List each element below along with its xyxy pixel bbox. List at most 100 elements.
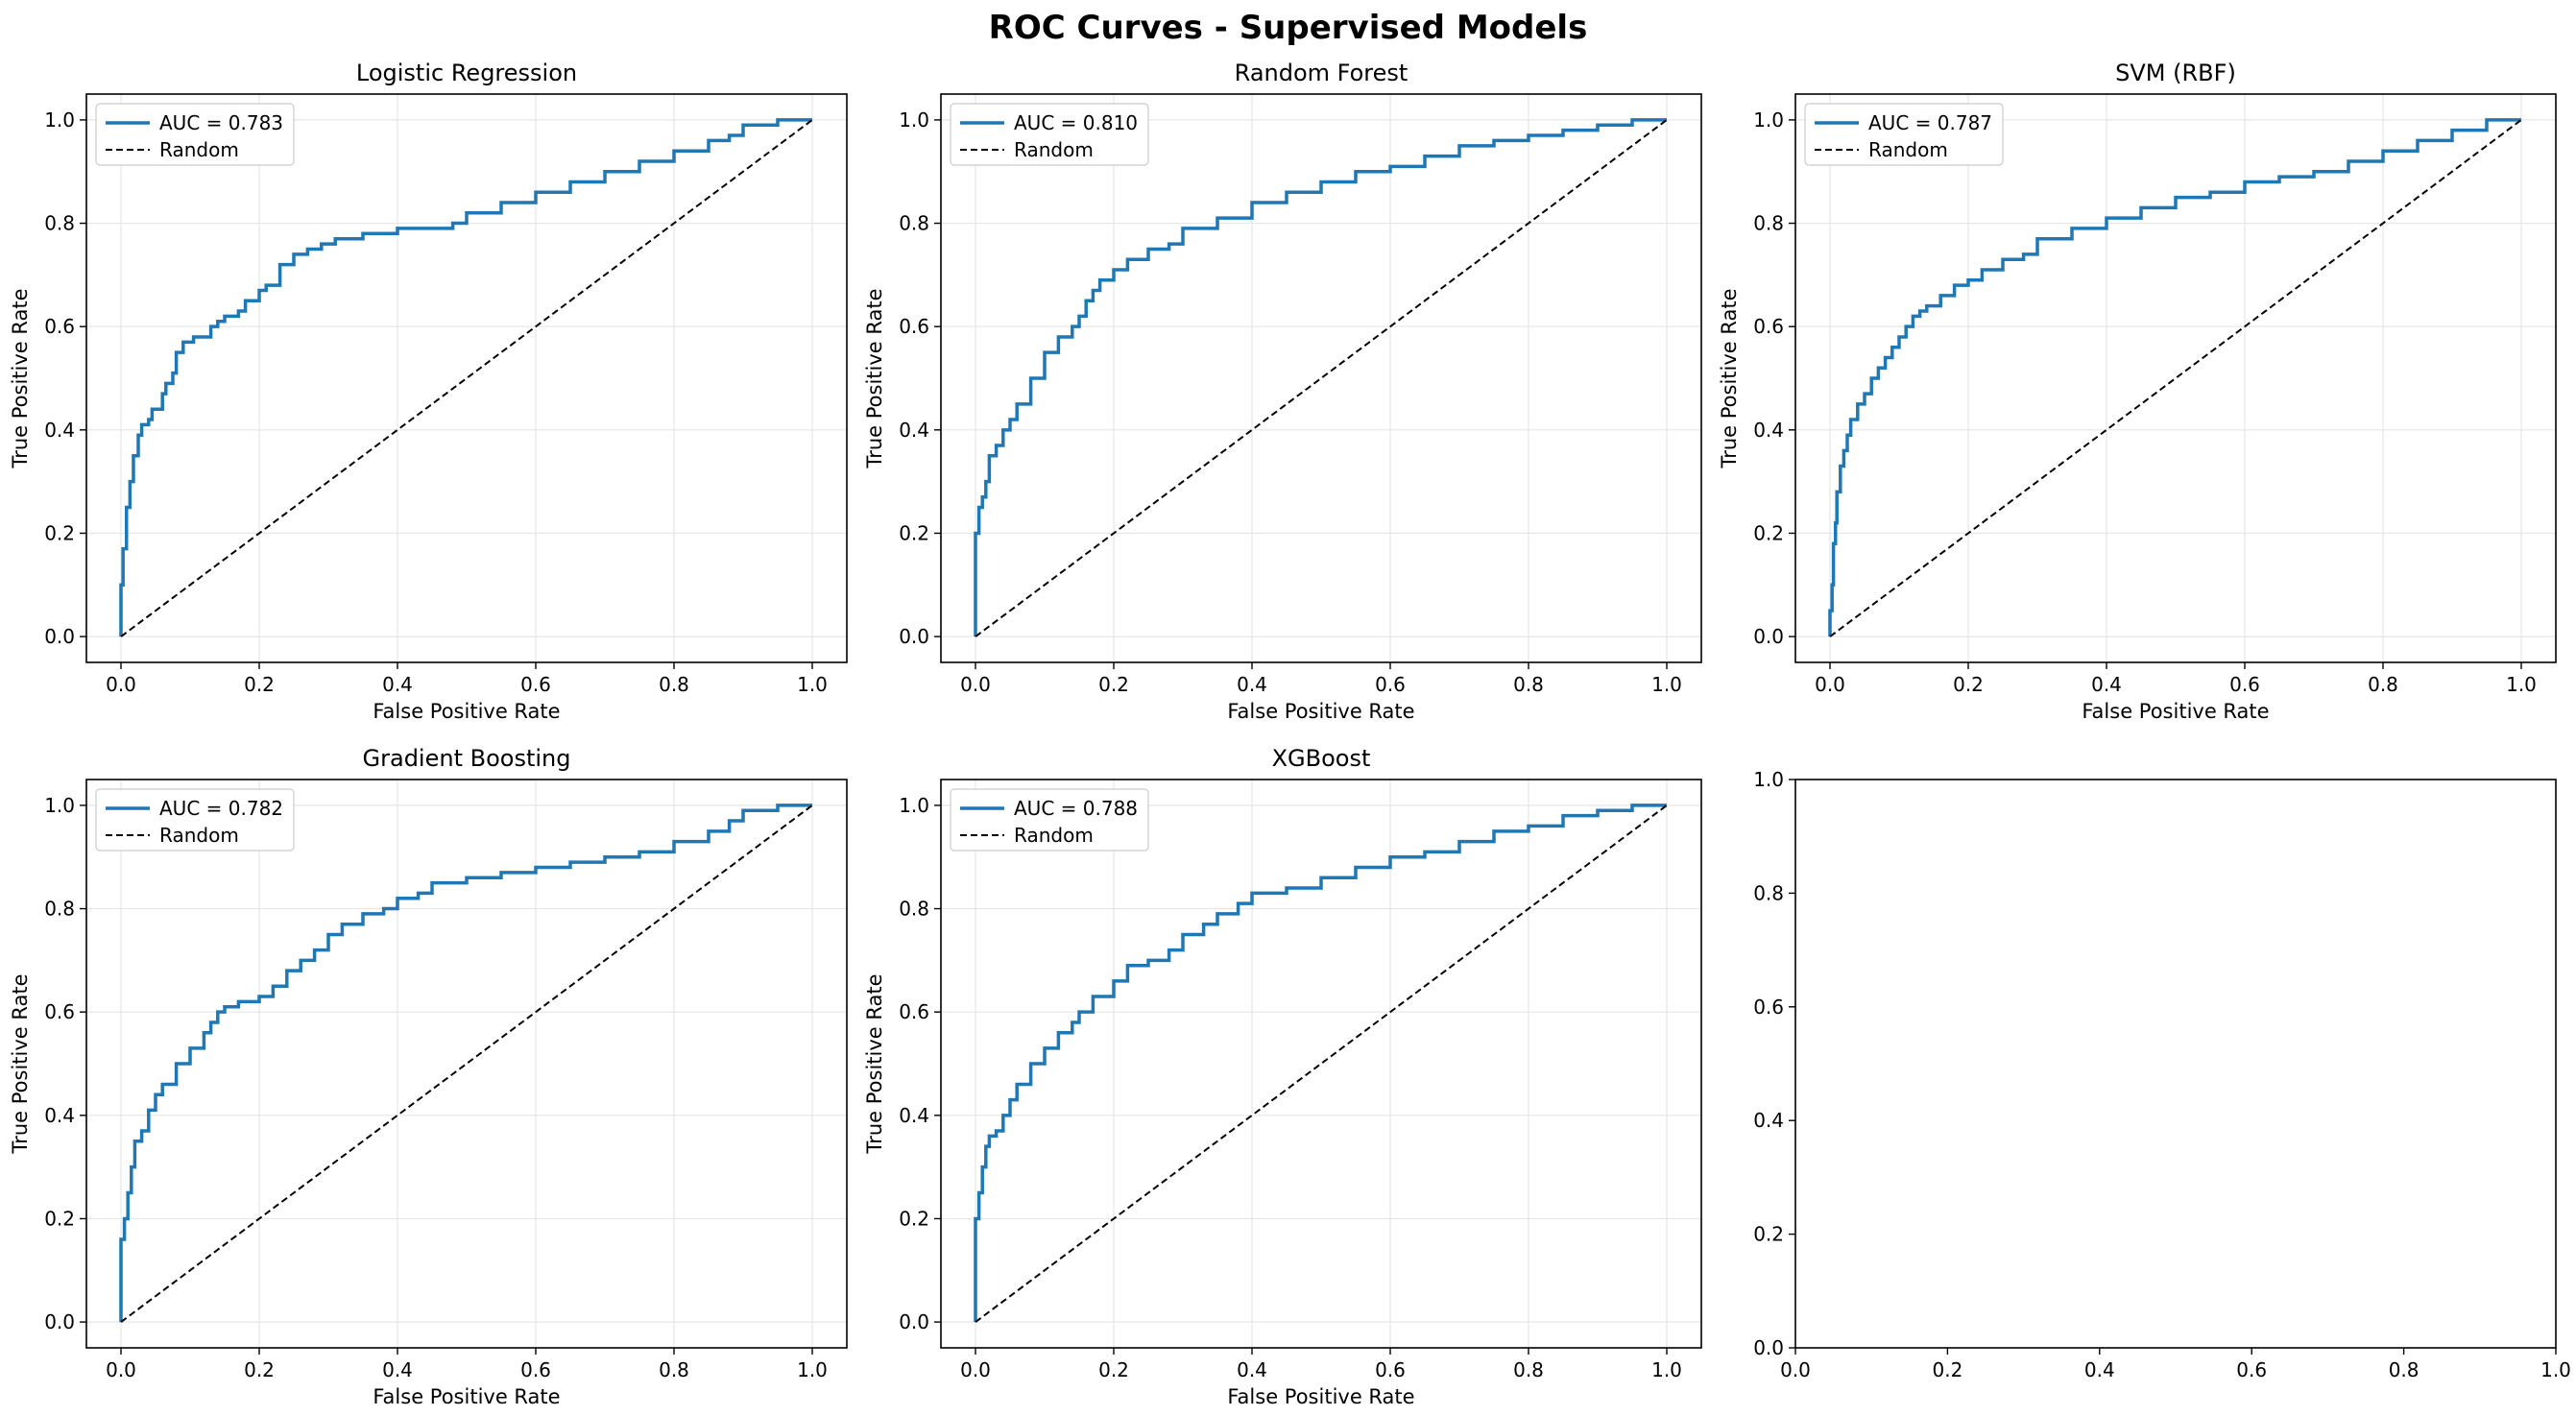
y-tick-label: 0.8: [899, 212, 929, 235]
y-tick-label: 0.4: [1753, 1109, 1784, 1132]
x-axis-label: False Positive Rate: [1227, 700, 1414, 723]
random-baseline-line: [975, 804, 1668, 1323]
subplot-title: SVM (RBF): [2115, 60, 2236, 86]
x-tick-label: 0.6: [520, 1358, 551, 1381]
x-tick-label: 0.8: [2368, 673, 2398, 696]
x-tick-label: 0.2: [244, 1358, 275, 1381]
x-tick-label: 0.2: [244, 673, 275, 696]
x-tick-label: 0.2: [1098, 673, 1129, 696]
x-tick-label: 0.0: [1815, 673, 1845, 696]
subplot-6: 0.0 0.2 0.4 0.6 0.8 1.0 0.0 0.2 0.4 0.6 0.8 1.0: [1753, 768, 2571, 1381]
legend-label: AUC = 0.810: [1014, 111, 1138, 134]
y-tick-label: 0.6: [1753, 315, 1784, 338]
legend-label: Random: [1014, 138, 1094, 161]
plot-area: [119, 804, 813, 1323]
y-tick-label: 0.2: [44, 521, 75, 544]
y-tick-label: 0.6: [1753, 996, 1784, 1019]
y-tick-label: 0.2: [899, 1207, 929, 1230]
y-axis-label: True Positive Rate: [863, 973, 886, 1154]
x-tick-label: 1.0: [2540, 1358, 2571, 1381]
x-tick-label: 0.0: [106, 1358, 136, 1381]
axes-frame: [85, 93, 848, 663]
roc-curve-line: [119, 118, 812, 637]
legend-box: [1804, 103, 2004, 166]
roc-curve-line: [1828, 118, 2521, 637]
y-tick-label: 0.6: [44, 315, 75, 338]
x-axis-label: False Positive Rate: [2082, 700, 2269, 723]
x-tick-label: 0.4: [2091, 673, 2122, 696]
y-tick-label: 0.4: [1753, 419, 1784, 442]
roc-curve-line: [974, 804, 1667, 1323]
y-tick-label: 1.0: [1753, 108, 1784, 132]
legend-label: Random: [1014, 824, 1094, 847]
x-tick-label: 0.8: [659, 1358, 689, 1381]
x-tick-label: 0.0: [1780, 1358, 1811, 1381]
x-tick-label: 0.0: [960, 673, 991, 696]
axes-frame: [940, 779, 1702, 1349]
figure-title: ROC Curves - Supervised Models: [989, 9, 1588, 47]
subplot-3: 0.0 0.2 0.4 0.6 0.8 1.0 0.0 0.2 0.4 0.6 0.8 1.0 SVM …: [1718, 60, 2557, 723]
y-tick-label: 0.0: [1753, 1336, 1784, 1359]
random-baseline-line: [120, 119, 813, 637]
x-tick-label: 1.0: [2506, 673, 2537, 696]
y-tick-label: 0.4: [44, 419, 75, 442]
x-tick-label: 0.6: [2229, 673, 2260, 696]
y-tick-label: 0.6: [899, 1000, 929, 1023]
x-tick-label: 0.4: [1237, 1358, 1267, 1381]
legend-label: AUC = 0.783: [159, 111, 283, 134]
y-tick-label: 0.8: [44, 898, 75, 921]
subplot-title: Gradient Boosting: [363, 745, 571, 772]
y-axis-label: True Positive Rate: [9, 973, 32, 1154]
random-baseline-line: [1829, 119, 2522, 637]
axes-frame: [85, 779, 848, 1349]
x-tick-label: 0.8: [659, 673, 689, 696]
x-tick-label: 1.0: [1651, 673, 1682, 696]
x-tick-label: 0.6: [1375, 673, 1406, 696]
legend-label: AUC = 0.788: [1014, 797, 1138, 820]
y-tick-label: 1.0: [1753, 768, 1784, 791]
axes-frame: [1794, 93, 2557, 663]
subplot-title: Random Forest: [1235, 60, 1408, 86]
x-tick-label: 0.4: [1237, 673, 1267, 696]
y-tick-label: 0.8: [1753, 881, 1784, 904]
subplot-4: 0.0 0.2 0.4 0.6 0.8 1.0 0.0 0.2 0.4 0.6 0.8 1.0 Grad…: [9, 745, 848, 1408]
axes-frame: [940, 93, 1702, 663]
x-tick-label: 1.0: [797, 1358, 828, 1381]
y-tick-label: 0.4: [899, 419, 929, 442]
legend-label: Random: [159, 138, 239, 161]
plot-area: [974, 118, 1668, 637]
x-tick-label: 0.8: [1513, 1358, 1544, 1381]
x-tick-label: 0.6: [2236, 1358, 2267, 1381]
x-tick-label: 0.0: [960, 1358, 991, 1381]
y-tick-label: 0.0: [44, 1310, 75, 1333]
y-tick-label: 0.8: [899, 898, 929, 921]
x-tick-label: 0.6: [1375, 1358, 1406, 1381]
subplot-title: Logistic Regression: [356, 60, 577, 86]
x-tick-label: 0.6: [520, 673, 551, 696]
x-tick-label: 0.2: [1932, 1358, 1962, 1381]
y-tick-label: 0.6: [899, 315, 929, 338]
x-tick-label: 0.4: [382, 1358, 413, 1381]
x-tick-label: 0.8: [2389, 1358, 2420, 1381]
y-tick-label: 1.0: [44, 108, 75, 132]
plot-area: [119, 118, 813, 637]
subplot-5: 0.0 0.2 0.4 0.6 0.8 1.0 0.0 0.2 0.4 0.6 0.8 1.0 XGBo…: [863, 745, 1702, 1408]
y-tick-label: 0.0: [44, 625, 75, 648]
x-axis-label: False Positive Rate: [373, 700, 560, 723]
x-tick-label: 0.8: [1513, 673, 1544, 696]
y-tick-label: 0.2: [899, 521, 929, 544]
y-tick-label: 1.0: [899, 794, 929, 817]
y-tick-label: 0.8: [1753, 212, 1784, 235]
y-tick-label: 0.2: [44, 1207, 75, 1230]
axes-frame: [1794, 779, 2557, 1349]
random-baseline-line: [120, 804, 813, 1323]
subplot-title: XGBoost: [1272, 745, 1371, 772]
legend-box: [95, 103, 295, 166]
subplot-1: 0.0 0.2 0.4 0.6 0.8 1.0 0.0 0.2 0.4 0.6 0.8 1.0 Logi…: [9, 60, 848, 723]
x-tick-label: 0.2: [1098, 1358, 1129, 1381]
x-tick-label: 0.4: [382, 673, 413, 696]
subplot-2: 0.0 0.2 0.4 0.6 0.8 1.0 0.0 0.2 0.4 0.6 0.8 1.0 Rand…: [863, 60, 1702, 723]
y-tick-label: 0.0: [899, 1310, 929, 1333]
legend-box: [950, 788, 1149, 852]
